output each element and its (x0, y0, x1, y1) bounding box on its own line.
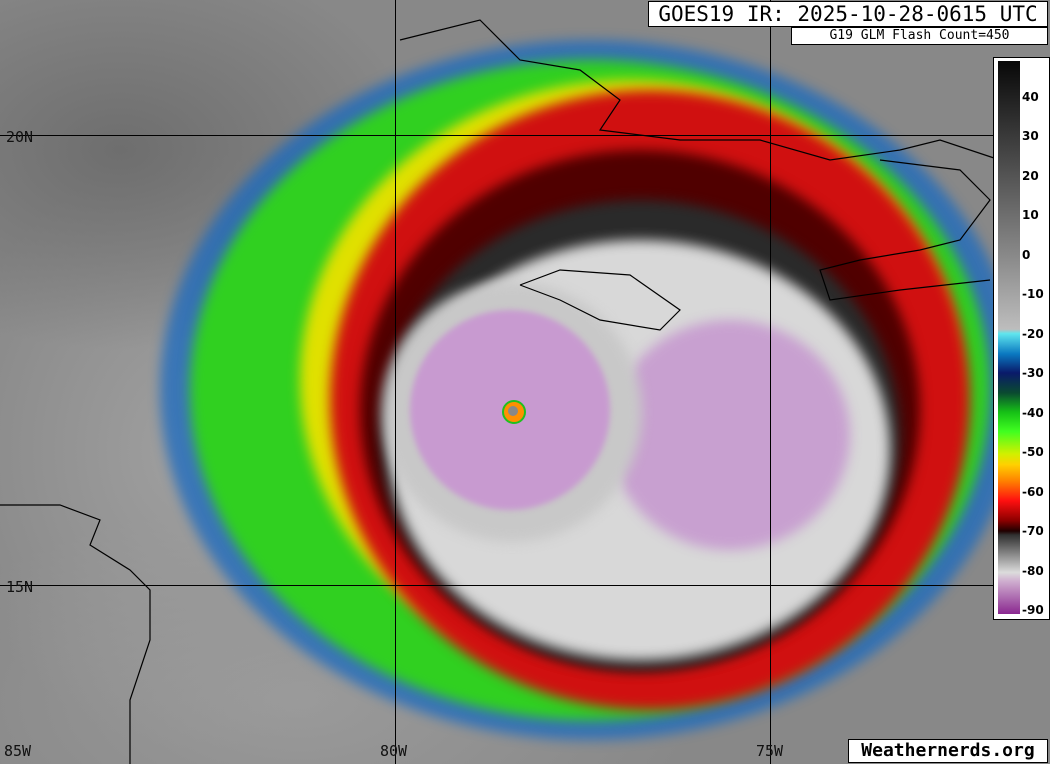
colorbar-tick: 10 (1022, 208, 1039, 223)
colorbar-tick: -60 (1022, 484, 1044, 499)
lon-label-80w: 80W (380, 742, 408, 760)
colorbar-tick: -20 (1022, 326, 1044, 341)
gridline-15n (0, 585, 1050, 586)
colorbar-tick: -40 (1022, 405, 1044, 420)
lat-label-20n: 20N (6, 128, 34, 146)
colorbar-tick: -50 (1022, 445, 1044, 460)
coastline-central-america (0, 504, 151, 764)
eye-center (508, 406, 518, 416)
colorbar-tick: -80 (1022, 563, 1044, 578)
colorbar: 40 30 20 10 0 -10 -20 -30 -40 -50 -60 -70 -80 -90 (993, 57, 1050, 620)
image-title: GOES19 IR: 2025-10-28-0615 UTC (648, 1, 1048, 27)
gridline-20n (0, 135, 1050, 136)
colorbar-tick: 40 (1022, 89, 1039, 104)
colorbar-gradient (998, 61, 1020, 614)
colorbar-tick: -90 (1022, 603, 1044, 618)
colorbar-tick: 20 (1022, 168, 1039, 183)
colorbar-tick: 0 (1022, 247, 1031, 262)
lat-label-15n: 15N (6, 578, 34, 596)
credit-weathernerds: Weathernerds.org (848, 739, 1048, 763)
colorbar-tick: -10 (1022, 287, 1044, 302)
gridline-80w (395, 0, 396, 764)
glm-flash-count: G19 GLM Flash Count=450 (791, 27, 1048, 45)
cloud-east-purple (610, 320, 850, 550)
lon-label-75w: 75W (756, 742, 784, 760)
gridline-75w (770, 0, 771, 764)
colorbar-tick: 30 (1022, 129, 1039, 144)
coastline-hispaniola (819, 159, 991, 301)
colorbar-tick: -70 (1022, 524, 1044, 539)
lon-label-85w: 85W (4, 742, 32, 760)
coastline-jamaica (519, 269, 681, 331)
eye (502, 400, 526, 424)
colorbar-tick: -30 (1022, 366, 1044, 381)
